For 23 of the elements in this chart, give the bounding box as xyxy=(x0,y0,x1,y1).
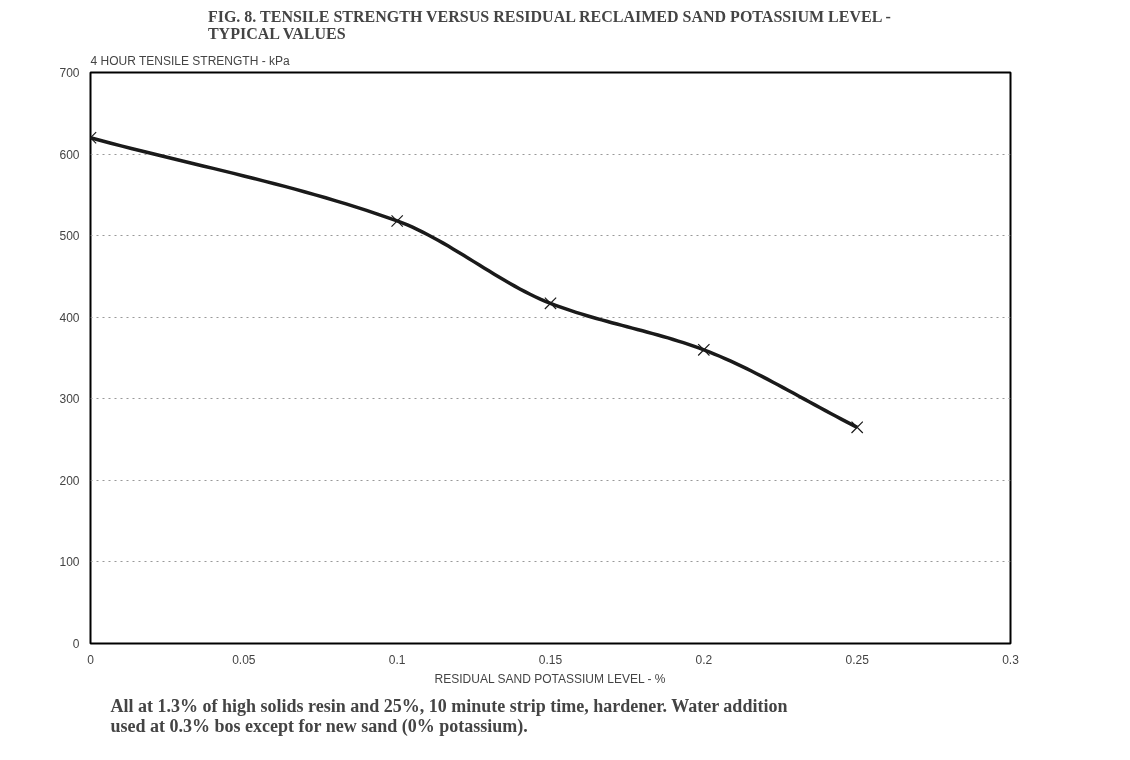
x-tick-label: 0.1 xyxy=(388,652,406,667)
text: All at 1.3% of high solids resin and 25%, 10 minute strip time, hardener. Water addition used at 0.3% bos except for new sand (0% potassium). xyxy=(110,695,788,737)
x-axis-title: RESIDUAL SAND POTASSIUM LEVEL - % xyxy=(434,671,666,686)
point xyxy=(390,214,404,228)
y-tick-label: 400 xyxy=(59,310,80,325)
point xyxy=(544,297,557,310)
y-tick-label: 700 xyxy=(59,66,80,80)
x-tick-label: 0 xyxy=(87,652,95,667)
y-tick-label: 600 xyxy=(59,147,80,162)
x-tick-label: 0.15 xyxy=(538,652,563,667)
x-tick-label: 0.2 xyxy=(695,652,713,667)
y-tick-label: 200 xyxy=(59,473,80,488)
x-tick-label: 0.05 xyxy=(232,652,256,667)
y-tick-label: 0 xyxy=(72,637,80,651)
point xyxy=(697,343,711,357)
x-tick-label: 0.25 xyxy=(845,652,870,667)
chart-title: FIG. 8. TENSILE STRENGTH VERSUS RESIDUAL RECLAIMED SAND POTASSIUM LEVEL - TYPICAL VALUES xyxy=(207,7,891,42)
y-tick-label: 100 xyxy=(59,555,80,570)
x-tick-label: 0.3 xyxy=(1002,652,1020,667)
y-axis-title: 4 HOUR TENSILE STRENGTH - kPa xyxy=(90,53,290,68)
y-tick-label: 500 xyxy=(59,229,80,244)
point xyxy=(850,421,864,434)
y-tick-label: 300 xyxy=(59,392,80,407)
